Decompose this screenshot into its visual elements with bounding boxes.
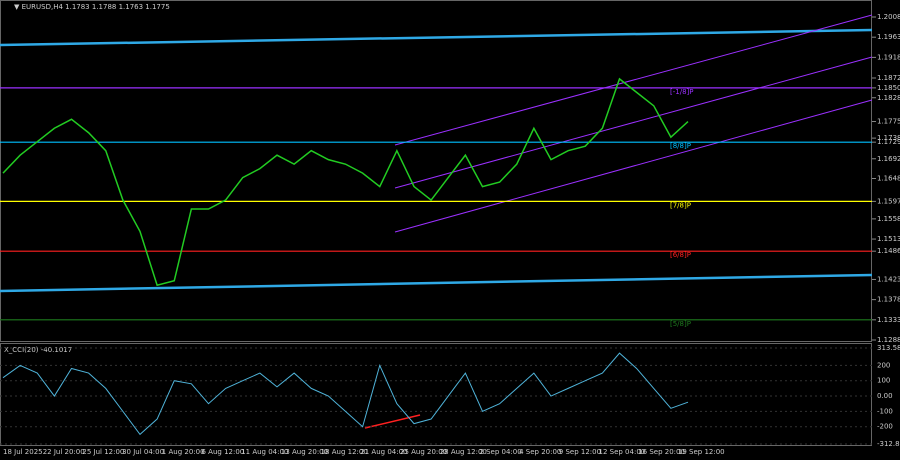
- price-label: 1.1378: [877, 296, 900, 304]
- trend-line: [0, 28, 873, 47]
- level-label: [6/8]P: [670, 251, 691, 259]
- chart-header: ▼ EURUSD,H4 1.1783 1.1788 1.1763 1.1775: [14, 3, 170, 11]
- price-label: 1.1333: [877, 316, 900, 324]
- time-label: 6 Aug 12:00: [202, 448, 245, 456]
- time-label: 13 Aug 20:00: [281, 448, 328, 456]
- price-label: 1.1918: [877, 53, 900, 61]
- time-label: 25 Aug 20:00: [400, 448, 447, 456]
- price-label: 1.1872: [877, 74, 900, 82]
- price-label: 1.1775: [877, 118, 900, 126]
- level-label: [-1/8]P: [670, 88, 693, 96]
- cci-axis-label: -100: [877, 407, 893, 415]
- price-label: 1.1558: [877, 215, 900, 223]
- time-label: 25 Jul 12:00: [82, 448, 124, 456]
- channel-line: [394, 56, 873, 189]
- time-label: 12 Sep 04:00: [599, 448, 646, 456]
- price-label: 1.1423: [877, 275, 900, 283]
- time-label: 1 Aug 20:00: [162, 448, 205, 456]
- time-label: 2 Sep 04:00: [479, 448, 521, 456]
- main-frame: [0, 0, 872, 342]
- divergence-line: [364, 414, 421, 429]
- level-label: [7/8]P: [670, 201, 691, 209]
- time-label: 21 Aug 04:00: [360, 448, 407, 456]
- price-label: 1.1729: [877, 138, 900, 146]
- cci-axis-label: 313.5897: [877, 344, 900, 352]
- price-label: 1.1288: [877, 336, 900, 344]
- time-label: 22 Jul 20:00: [43, 448, 85, 456]
- price-label: 1.2008: [877, 13, 900, 21]
- channel-line: [394, 14, 873, 146]
- time-label: 11 Aug 04:00: [241, 448, 288, 456]
- price-label: 1.1486: [877, 247, 900, 255]
- cci-line: [2, 352, 689, 436]
- price-label: 1.1850: [877, 84, 900, 92]
- price-label: 1.1738: [877, 134, 900, 142]
- indicator-title: X_CCI(20) -40.1017: [4, 346, 72, 354]
- level-label: [5/8]P: [670, 320, 691, 328]
- cci-axis-label: -200: [877, 423, 893, 431]
- price-line: [2, 77, 689, 287]
- price-label: 1.1648: [877, 175, 900, 183]
- time-label: 28 Aug 12:00: [440, 448, 487, 456]
- time-label: 30 Jul 04:00: [122, 448, 164, 456]
- time-label: 18 Aug 12:00: [321, 448, 368, 456]
- cci-axis-label: 0.00: [877, 392, 893, 400]
- cci-axis-label: 100: [877, 377, 890, 385]
- price-label: 1.1963: [877, 33, 900, 41]
- price-label: 1.1828: [877, 94, 900, 102]
- indicator-frame: [0, 343, 872, 446]
- channel-line: [394, 99, 873, 233]
- cci-axis-label: 200: [877, 361, 890, 369]
- time-label: 19 Sep 12:00: [678, 448, 725, 456]
- time-label: 9 Sep 12:00: [559, 448, 601, 456]
- price-label: 1.1513: [877, 235, 900, 243]
- time-label: 18 Jul 2025: [3, 448, 43, 456]
- trend-line: [0, 273, 873, 293]
- time-label: 4 Sep 20:00: [519, 448, 561, 456]
- price-label: 1.1597: [877, 197, 900, 205]
- cci-axis-label: -312.880: [877, 440, 900, 448]
- time-label: 16 Sep 20:00: [638, 448, 685, 456]
- level-label: [8/8]P: [670, 142, 691, 150]
- price-label: 1.1692: [877, 155, 900, 163]
